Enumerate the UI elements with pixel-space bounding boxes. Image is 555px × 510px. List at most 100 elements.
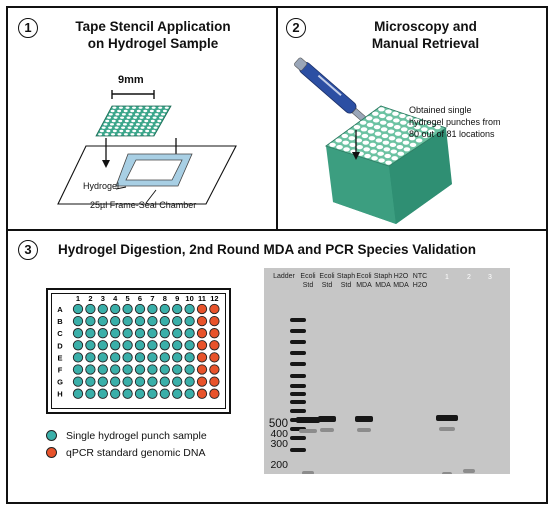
step-number-2: 2 (286, 18, 306, 38)
legend-item-standard: qPCR standard genomic DNA (46, 444, 207, 461)
well-sample (134, 328, 146, 339)
panel2-title-line1: Microscopy and (374, 19, 477, 34)
well-plate-96: 1 2 3 4 5 6 7 8 9 10 11 12 A B C D E F G H (46, 288, 231, 414)
dimension-label: 9mm (118, 74, 144, 86)
well-sample (159, 328, 170, 339)
gel-sample-lane-label: 2 (467, 274, 471, 281)
well-sample (147, 352, 158, 363)
well-sample (97, 352, 108, 363)
well-sample (184, 315, 195, 327)
well-sample (122, 376, 133, 387)
plate-column-label: 2 (88, 294, 92, 303)
gel-lane-label: MDA (375, 282, 391, 289)
gel-band-faint (463, 469, 475, 473)
glass-slide (56, 144, 237, 205)
gel-band-faint (439, 427, 455, 431)
sample-swatch-icon (46, 430, 57, 441)
well-sample (147, 328, 158, 339)
well-sample (110, 388, 121, 399)
well-sample (172, 328, 183, 339)
well-sample (122, 352, 133, 363)
plate-row-label: C (57, 329, 63, 338)
well-sample (147, 315, 158, 327)
well-sample (97, 388, 108, 399)
chamber-label: 25µl Frame-Seal Chamber (90, 200, 197, 210)
gel-size-marker: 500 (269, 418, 288, 430)
well-sample (184, 388, 195, 399)
panel-microscopy: 2 Microscopy and Manual Retrieval (276, 6, 548, 231)
well-sample (85, 340, 96, 351)
gel-band-faint (299, 429, 317, 433)
gel-lane-label: NTC (413, 273, 427, 280)
panel2-title-line2: Manual Retrieval (371, 36, 480, 51)
well-sample (72, 340, 84, 351)
panel-tape-stencil: 1 Tape Stencil Application on Hydrogel S… (6, 6, 278, 231)
well-sample (110, 340, 121, 351)
gel-lane-label: Ladder (273, 273, 295, 280)
well-sample (172, 364, 183, 375)
standard-swatch-icon (46, 447, 57, 458)
ladder-band (290, 340, 306, 344)
step-number-3: 3 (18, 240, 38, 260)
well-sample (72, 328, 84, 339)
gel-sample-lane-label: 1 (445, 274, 449, 281)
well-sample (147, 340, 158, 351)
down-arrow-icon (351, 129, 360, 160)
well-standard (196, 376, 208, 387)
well-sample (134, 364, 146, 375)
gel-lane-label: MDA (356, 282, 372, 289)
well-sample (159, 376, 170, 387)
ladder-band (290, 329, 306, 333)
well-sample (184, 340, 195, 351)
well-sample (122, 364, 133, 375)
gel-lane-label: H2O (413, 282, 428, 289)
hydrogel-sample (124, 159, 183, 180)
well-sample (134, 303, 146, 315)
well-sample (72, 364, 84, 375)
plate-row-label: H (57, 390, 62, 399)
well-standard (209, 352, 220, 363)
plate-row-label: F (58, 366, 63, 375)
well-sample (184, 376, 195, 387)
plate-row-label: A (57, 305, 63, 314)
well-sample (97, 303, 108, 315)
plate-column-label: 3 (101, 294, 105, 303)
well-sample (159, 388, 170, 399)
well-sample (97, 315, 108, 327)
legend-label-standard: qPCR standard genomic DNA (66, 446, 206, 459)
well-sample (147, 376, 158, 387)
ladder-band (290, 400, 306, 404)
hydrogel-label: Hydrogel (83, 181, 120, 191)
panel1-title-line1: Tape Stencil Application (75, 19, 231, 34)
panel3-title: Hydrogel Digestion, 2nd Round MDA and PC… (58, 242, 477, 257)
well-sample (159, 303, 170, 315)
well-sample (172, 376, 183, 387)
well-sample (172, 352, 183, 363)
well-sample (159, 340, 170, 351)
well-sample (97, 364, 108, 375)
plate-column-label: 5 (126, 294, 130, 303)
well-sample (172, 315, 183, 327)
well-sample (172, 303, 183, 315)
pcr-gel-image: Ladder Ecoli Std Ecoli Std Staph Std Ecoli MDA St… (264, 268, 510, 474)
well-standard (196, 328, 208, 339)
ladder-band (290, 436, 306, 440)
gel-lane-label: Staph (337, 273, 355, 280)
panel-digestion-validation: 3 Hydrogel Digestion, 2nd Round MDA and … (6, 229, 548, 504)
well-sample (184, 352, 195, 363)
well-sample (110, 315, 121, 327)
well-sample (134, 352, 146, 363)
gel-band-faint (442, 472, 452, 474)
gel-lane-label: Ecoli (319, 273, 335, 280)
plate-row-label: D (57, 341, 63, 350)
well-standard (196, 340, 208, 351)
plate-row-label: E (57, 353, 62, 362)
gel-band-faint (320, 428, 334, 432)
well-sample (72, 376, 84, 387)
well-sample (147, 303, 158, 315)
gel-lane-label: Std (303, 282, 314, 289)
plate-row-label: B (57, 317, 63, 326)
well-sample (122, 303, 133, 315)
well-standard (196, 303, 208, 315)
